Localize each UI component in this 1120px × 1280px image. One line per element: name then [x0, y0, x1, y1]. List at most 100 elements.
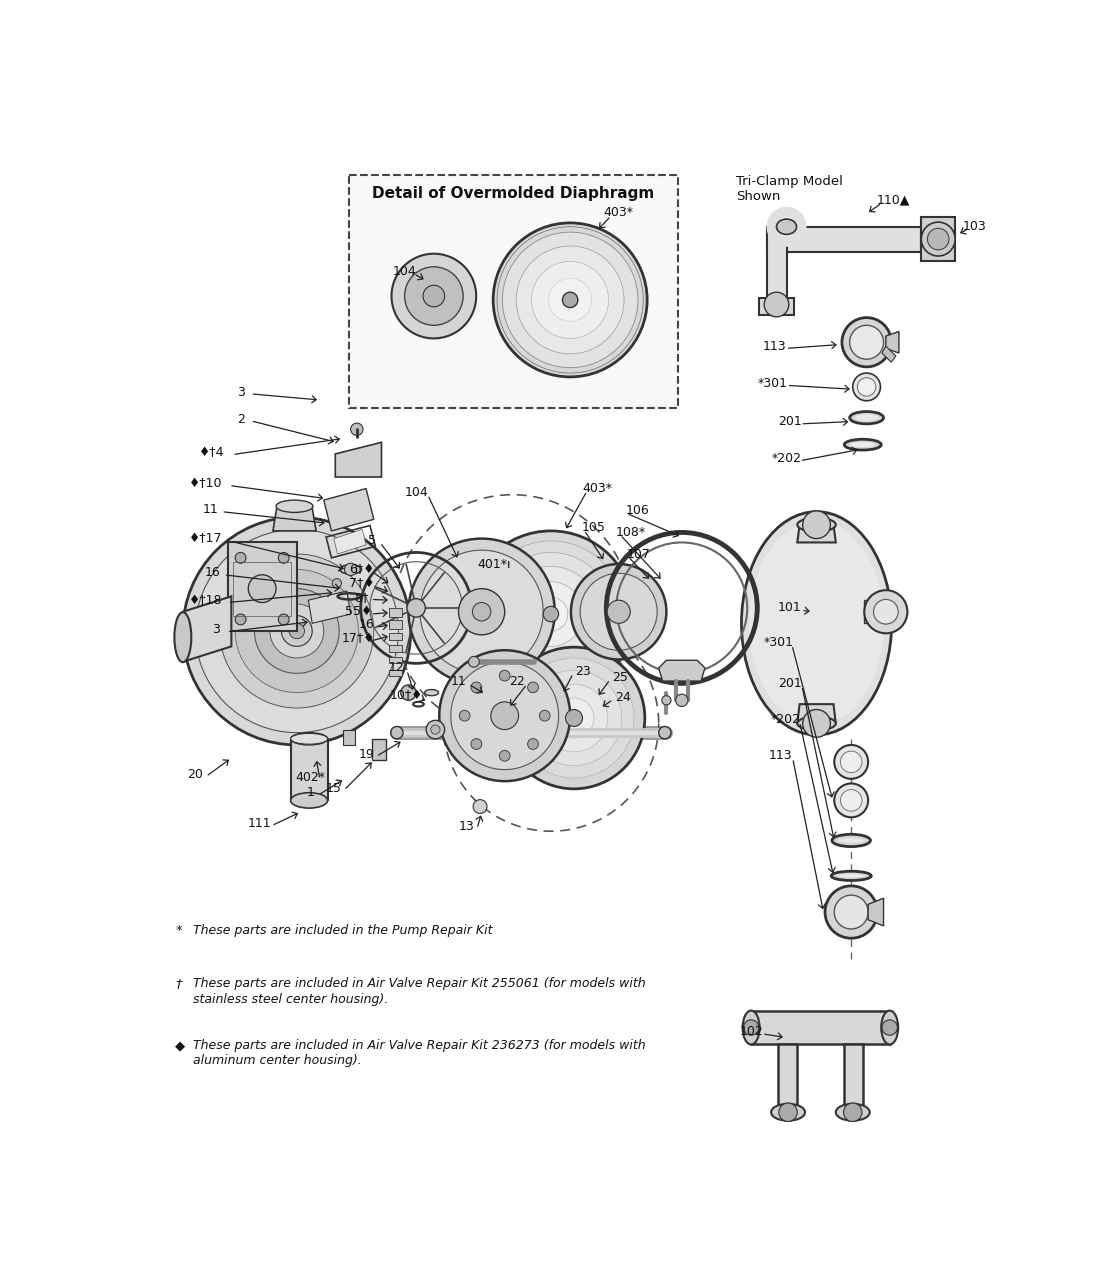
Ellipse shape	[836, 1103, 870, 1121]
Ellipse shape	[776, 219, 796, 234]
Text: These parts are included in the Pump Repair Kit: These parts are included in the Pump Rep…	[193, 924, 493, 937]
Circle shape	[195, 530, 399, 732]
Circle shape	[532, 261, 608, 338]
Polygon shape	[334, 530, 366, 554]
Text: ◆: ◆	[175, 1039, 186, 1052]
Text: 106: 106	[625, 504, 648, 517]
Text: 17†♦: 17†♦	[342, 632, 375, 645]
Polygon shape	[865, 600, 879, 623]
Text: 1: 1	[307, 786, 315, 799]
Ellipse shape	[290, 733, 328, 744]
Ellipse shape	[797, 518, 836, 531]
Text: These parts are included in Air Valve Repair Kit 255061 (for models with
stainle: These parts are included in Air Valve Re…	[193, 978, 645, 1006]
Text: Tri-Clamp Model
Shown: Tri-Clamp Model Shown	[736, 175, 842, 204]
Text: 11: 11	[203, 503, 218, 516]
Text: 55♦: 55♦	[345, 605, 372, 618]
Bar	[349, 175, 678, 408]
Circle shape	[526, 671, 622, 765]
Ellipse shape	[741, 512, 892, 735]
Circle shape	[401, 685, 417, 700]
Text: 401*ı: 401*ı	[477, 558, 511, 571]
Polygon shape	[883, 346, 896, 362]
Circle shape	[852, 372, 880, 401]
Circle shape	[426, 721, 445, 739]
Text: 107: 107	[627, 548, 651, 561]
Circle shape	[881, 1020, 897, 1036]
Bar	[390, 657, 401, 663]
Circle shape	[491, 701, 519, 730]
Polygon shape	[308, 591, 351, 623]
Text: ♦†10: ♦†10	[189, 476, 223, 490]
Circle shape	[803, 709, 830, 737]
Circle shape	[281, 616, 312, 646]
Text: 3: 3	[212, 623, 220, 636]
Ellipse shape	[850, 443, 875, 447]
Circle shape	[540, 710, 550, 721]
Text: *301: *301	[764, 636, 794, 649]
Circle shape	[850, 325, 884, 360]
Polygon shape	[335, 443, 382, 477]
Text: 403*: 403*	[604, 206, 634, 219]
Ellipse shape	[850, 412, 884, 424]
Text: 23: 23	[576, 664, 591, 677]
Polygon shape	[183, 596, 232, 662]
Circle shape	[458, 589, 505, 635]
Polygon shape	[868, 899, 884, 925]
Circle shape	[409, 539, 554, 685]
Text: 6†♦: 6†♦	[348, 563, 374, 576]
Polygon shape	[886, 332, 899, 353]
Circle shape	[450, 662, 559, 769]
Circle shape	[840, 751, 862, 773]
Text: 108*: 108*	[616, 526, 646, 539]
Ellipse shape	[749, 521, 884, 726]
Text: 8†: 8†	[354, 590, 368, 604]
Circle shape	[662, 695, 671, 705]
Ellipse shape	[838, 838, 865, 842]
Text: 15: 15	[326, 782, 342, 795]
Circle shape	[404, 266, 463, 325]
Circle shape	[468, 531, 634, 698]
Text: 402*: 402*	[296, 771, 326, 783]
Circle shape	[345, 563, 357, 576]
Circle shape	[927, 228, 949, 250]
Circle shape	[500, 750, 510, 762]
Text: These parts are included in Air Valve Repair Kit 236273 (for models with
aluminu: These parts are included in Air Valve Re…	[193, 1039, 645, 1068]
Circle shape	[543, 607, 559, 622]
Circle shape	[270, 604, 324, 658]
Ellipse shape	[276, 500, 312, 512]
Polygon shape	[797, 525, 836, 543]
Circle shape	[675, 694, 688, 707]
Circle shape	[503, 566, 598, 662]
Text: *202: *202	[772, 452, 802, 465]
Ellipse shape	[771, 1103, 805, 1121]
Circle shape	[220, 554, 374, 708]
Text: 13: 13	[458, 820, 474, 833]
Bar	[390, 621, 401, 628]
Circle shape	[500, 671, 510, 681]
Text: 201: 201	[777, 415, 802, 428]
Text: 105: 105	[582, 521, 606, 534]
Circle shape	[472, 682, 482, 692]
Circle shape	[514, 658, 634, 778]
Text: 104: 104	[405, 486, 429, 499]
Circle shape	[420, 550, 543, 673]
Circle shape	[562, 292, 578, 307]
Ellipse shape	[290, 792, 328, 808]
Circle shape	[333, 579, 342, 588]
Bar	[390, 669, 401, 676]
Text: Detail of Overmolded Diaphragm: Detail of Overmolded Diaphragm	[373, 186, 655, 201]
Text: ♦†17: ♦†17	[189, 532, 223, 545]
Text: 16: 16	[358, 618, 374, 631]
Circle shape	[516, 246, 624, 353]
Text: 2: 2	[237, 412, 245, 426]
Circle shape	[540, 684, 608, 751]
Circle shape	[803, 511, 830, 539]
Circle shape	[289, 623, 305, 639]
Bar	[390, 632, 401, 640]
Polygon shape	[290, 739, 328, 800]
Ellipse shape	[424, 690, 438, 696]
Polygon shape	[759, 298, 794, 315]
Circle shape	[840, 790, 862, 812]
Circle shape	[519, 581, 584, 646]
Bar	[233, 562, 291, 616]
